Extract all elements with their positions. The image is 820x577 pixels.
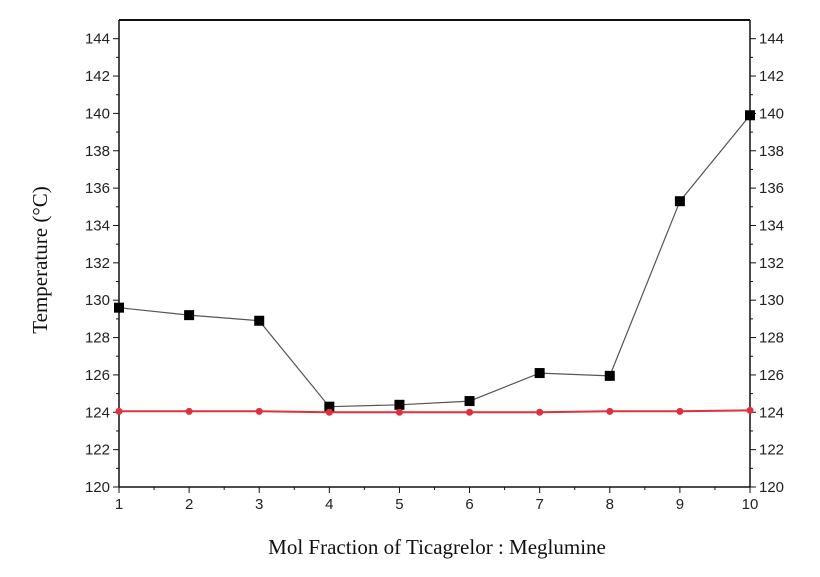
y-tick-label-right: 144 (759, 31, 784, 48)
series-1-point (534, 368, 545, 379)
x-axis-title: Mol Fraction of Ticagrelor : Meglumine (268, 535, 606, 559)
y-tick-label-left: 122 (85, 442, 110, 459)
y-tick-label-right: 126 (759, 367, 784, 384)
y-tick-label-left: 140 (85, 105, 110, 122)
series-2-line (119, 409, 751, 414)
y-tick-label-left: 128 (85, 330, 110, 347)
series-2-point (746, 406, 754, 414)
y-tick-label-left: 142 (85, 68, 110, 85)
x-tick-label: 9 (676, 496, 684, 513)
y-tick-label-right: 138 (759, 143, 784, 160)
x-tick-label: 8 (606, 496, 614, 513)
series-1-point (184, 310, 195, 321)
x-tick-label: 1 (115, 496, 123, 513)
series-1-point (745, 110, 755, 121)
y-tick-label-right: 132 (759, 255, 784, 272)
series-2-point (606, 407, 614, 415)
y-tick-label-left: 136 (85, 180, 110, 197)
series-1-point (324, 401, 335, 412)
series-1-point (464, 396, 475, 407)
series-layer (114, 110, 755, 416)
y-tick-label-right: 142 (759, 68, 784, 85)
y-tick-label-right: 140 (759, 105, 784, 122)
y-tick-label-left: 132 (85, 255, 110, 272)
y-tick-label-right: 122 (759, 442, 784, 459)
series-1-point (394, 399, 405, 410)
series-2-point (395, 408, 403, 416)
y-tick-label-left: 130 (85, 292, 110, 309)
series-2-point (676, 407, 684, 415)
y-tick-label-left: 144 (85, 31, 110, 48)
series-1-point (254, 315, 265, 326)
series-2-point (536, 408, 544, 416)
y-tick-label-left: 124 (85, 404, 110, 421)
y-tick-label-left: 138 (85, 143, 110, 160)
y-tick-label-left: 120 (85, 479, 110, 496)
plot-frame (118, 19, 751, 488)
x-tick-label: 4 (325, 496, 333, 513)
y-tick-label-right: 120 (759, 479, 784, 496)
series-2-point (185, 407, 193, 415)
y-tick-label-right: 136 (759, 180, 784, 197)
x-tick-label: 2 (185, 496, 193, 513)
series-2-point (466, 408, 474, 416)
series-1-line (118, 114, 751, 408)
y-tick-label-right: 130 (759, 292, 784, 309)
x-tick-label: 3 (255, 496, 263, 513)
series-1-point (674, 196, 685, 207)
series-1-point (114, 302, 124, 313)
y-tick-label-right: 128 (759, 330, 784, 347)
x-tick-label: 10 (742, 496, 759, 513)
series-1-point (604, 370, 615, 381)
series-2-point (115, 407, 123, 415)
y-tick-label-left: 134 (85, 217, 110, 234)
x-tick-label: 5 (395, 496, 403, 513)
y-tick-label-left: 126 (85, 367, 110, 384)
series-2-point (325, 408, 333, 416)
y-tick-label-right: 134 (759, 217, 784, 234)
x-tick-label: 7 (535, 496, 543, 513)
y-axis-title: Temperature (°C) (28, 186, 52, 333)
series-2-point (255, 407, 263, 415)
y-tick-label-right: 124 (759, 404, 784, 421)
x-tick-label: 6 (465, 496, 473, 513)
